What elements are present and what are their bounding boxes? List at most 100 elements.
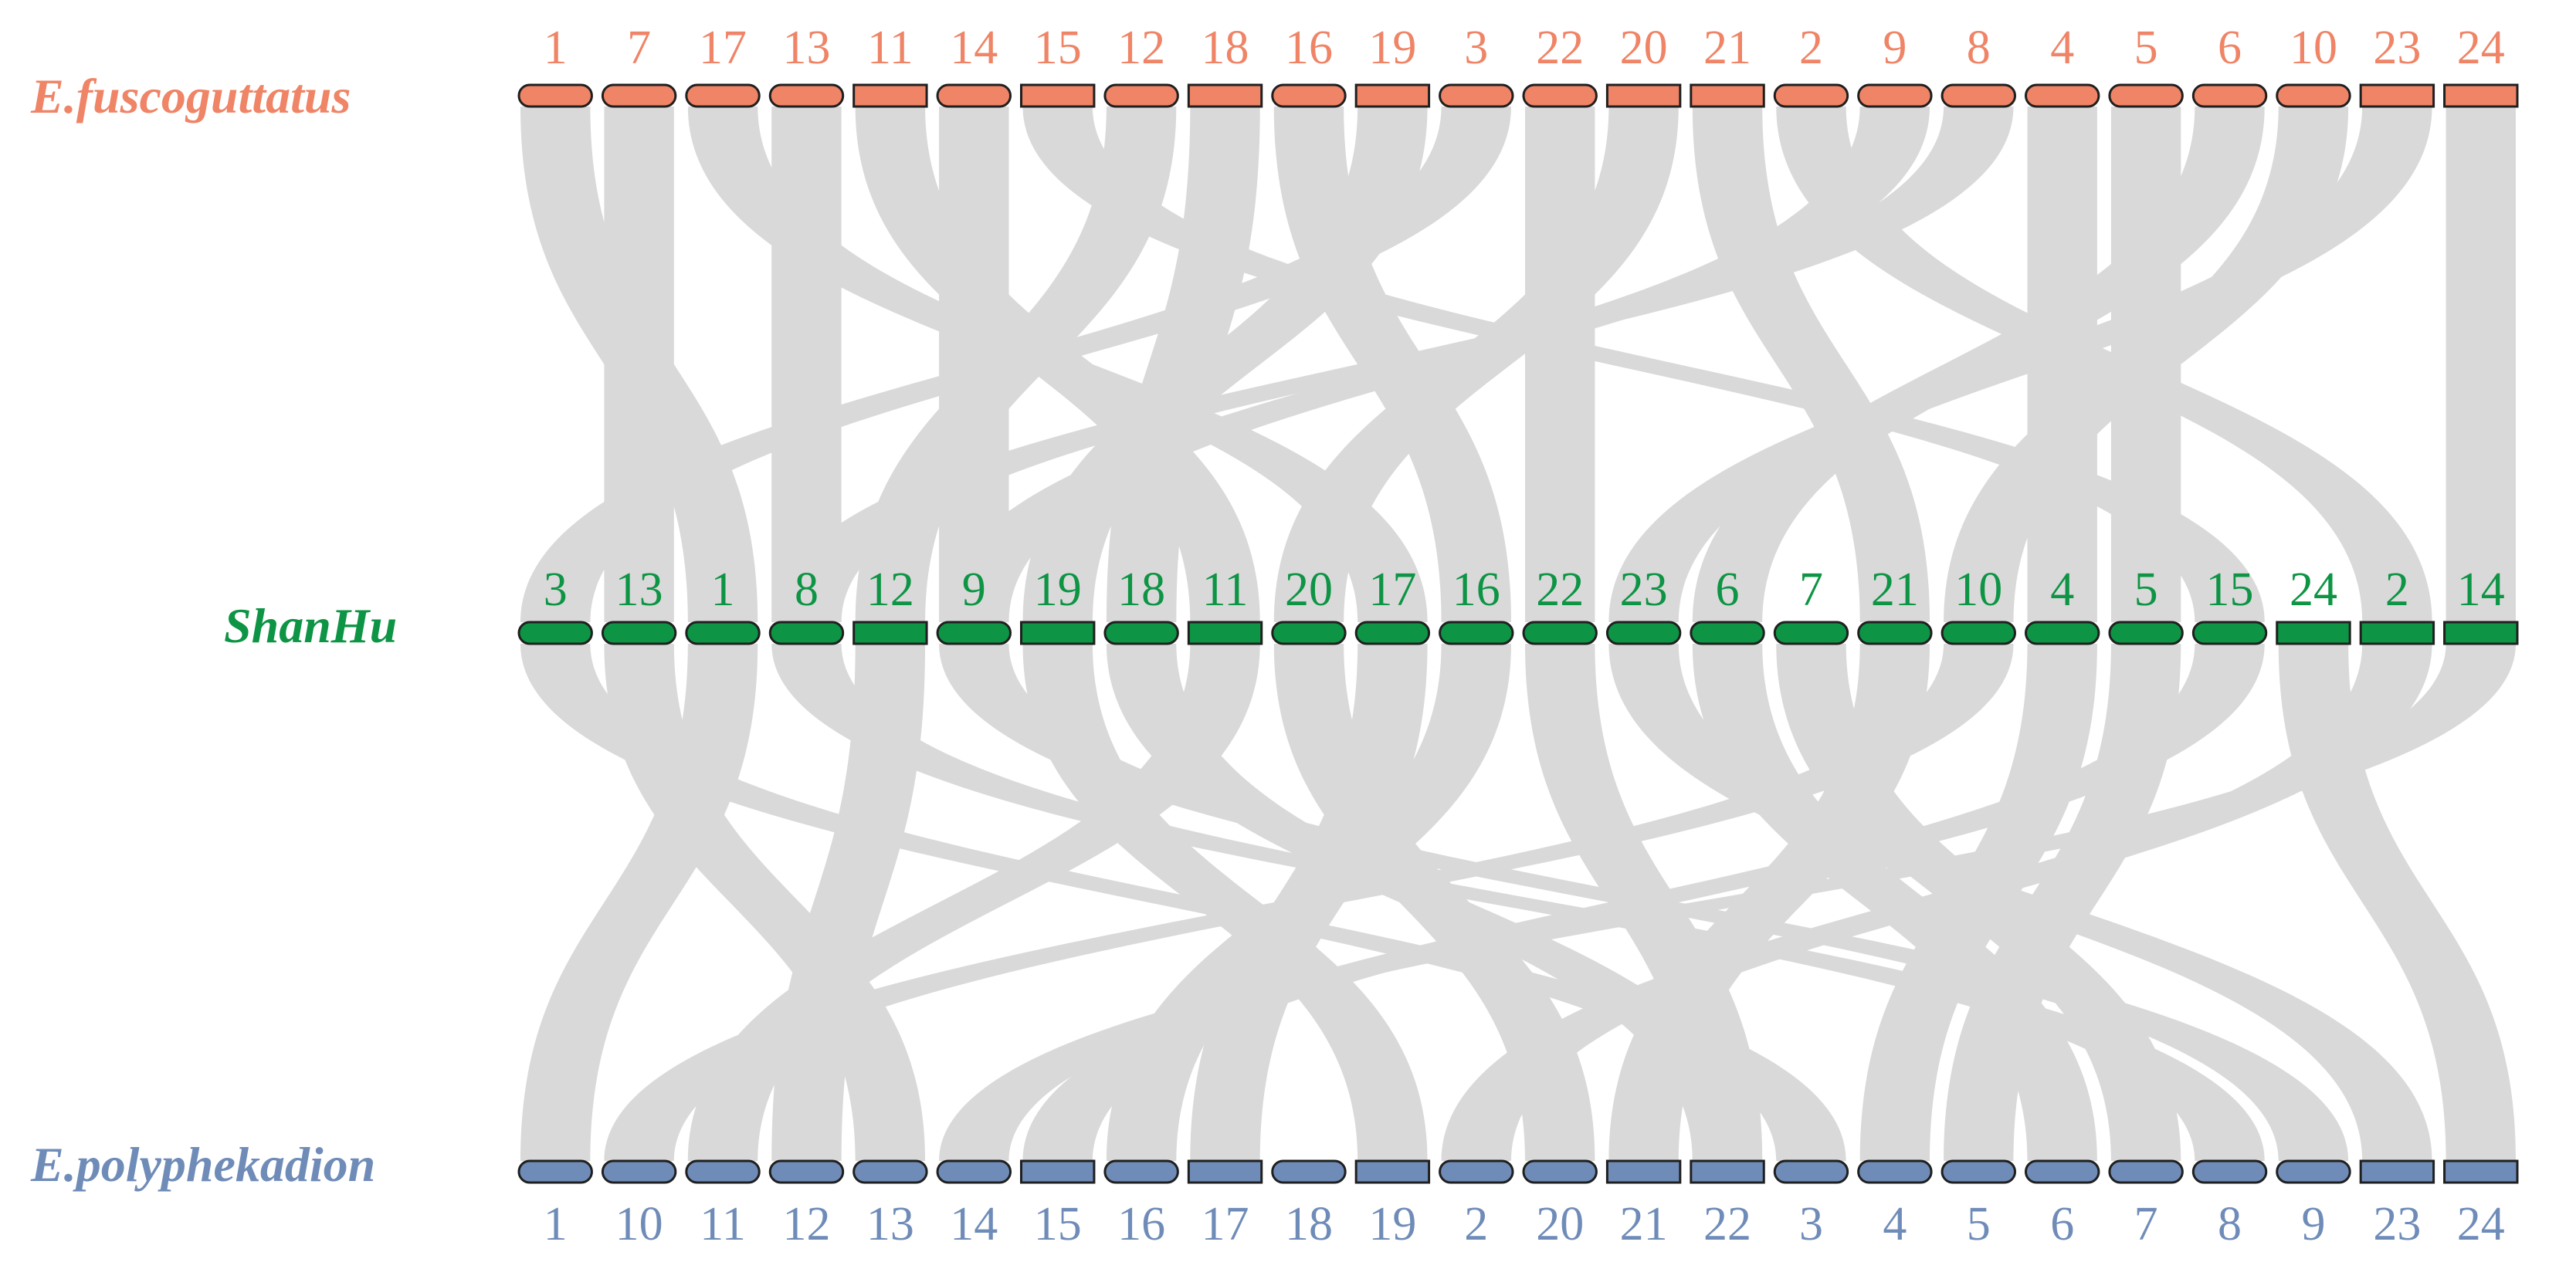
chromosome-bar	[768, 1159, 845, 1184]
chromosome-bar	[936, 1159, 1012, 1184]
chromosome-bar	[1271, 83, 1347, 108]
synteny-ribbon	[1944, 107, 2349, 622]
synteny-ribbon	[1859, 644, 2097, 1161]
chromosome-label: 2	[1464, 1198, 1488, 1250]
chromosome-label: 21	[1620, 1198, 1668, 1250]
chromosome-label: 13	[615, 563, 663, 616]
chromosome-bar	[1773, 621, 1849, 645]
chromosome-label: 11	[1202, 563, 1249, 616]
chromosome-bar	[1522, 1159, 1598, 1184]
chromosome-tracks	[517, 83, 2519, 1184]
chromosome-label: 14	[2457, 563, 2505, 616]
chromosome-bar	[685, 621, 761, 645]
chromosome-label: 5	[2134, 22, 2158, 74]
chromosome-label: 19	[1368, 1198, 1416, 1250]
chromosome-bar	[2443, 621, 2519, 645]
chromosome-label: 4	[2050, 563, 2074, 616]
chromosome-bar	[1187, 83, 1263, 108]
chromosome-bar	[1020, 1159, 1096, 1184]
chromosome-bar	[1773, 83, 1849, 108]
chromosome-bar	[517, 1159, 593, 1184]
chromosome-bar	[768, 621, 845, 645]
chromosome-bar	[1605, 621, 1682, 645]
chromosome-bar	[852, 1159, 928, 1184]
chromosome-bar	[2443, 1159, 2519, 1184]
synteny-ribbon	[1441, 644, 2432, 1161]
chromosome-label: 14	[950, 1198, 998, 1250]
chromosome-label: 16	[1285, 22, 1333, 74]
chromosome-bar	[2025, 1159, 2100, 1184]
chromosome-bar	[2025, 621, 2100, 645]
synteny-ribbon	[939, 644, 2516, 1161]
chromosome-label: 4	[1883, 1198, 1907, 1250]
synteny-ribbon	[520, 107, 1511, 622]
genome-name-shanhu: ShanHu	[224, 598, 397, 653]
chromosome-bar	[1940, 621, 2016, 645]
chromosome-label: 3	[544, 563, 568, 616]
chromosome-bar	[601, 83, 677, 108]
synteny-ribbon	[520, 644, 758, 1161]
chromosome-bar	[768, 83, 845, 108]
synteny-ribbon	[1692, 107, 2265, 622]
chromosome-label: 3	[1464, 22, 1488, 74]
chromosome-label: 9	[2301, 1198, 2325, 1250]
chromosome-label: 7	[1799, 563, 1823, 616]
chromosome-label: 16	[1452, 563, 1500, 616]
chromosome-bar	[1271, 1159, 1347, 1184]
chromosome-bar	[1020, 621, 1096, 645]
chromosome-label: 20	[1620, 22, 1668, 74]
synteny-ribbon	[771, 644, 2265, 1161]
chromosome-bar	[936, 621, 1012, 645]
synteny-ribbon	[520, 644, 1846, 1161]
chromosome-label: 5	[2134, 563, 2158, 616]
chromosome-bar	[2191, 83, 2268, 108]
chromosome-label: 12	[866, 563, 914, 616]
chromosome-label: 1	[711, 563, 735, 616]
chromosome-label: 7	[627, 22, 651, 74]
chromosome-label: 16	[1117, 1198, 1165, 1250]
chromosome-label: 24	[2457, 22, 2505, 74]
chromosome-label: 18	[1202, 22, 1249, 74]
chromosome-label: 23	[2373, 1198, 2421, 1250]
genome-name-fuscoguttatus: E.fuscoguttatus	[30, 69, 351, 124]
chromosome-label: 13	[866, 1198, 914, 1250]
chromosome-bar	[1103, 621, 1179, 645]
synteny-ribbon	[1273, 107, 1679, 622]
chromosome-label: 8	[1967, 22, 1991, 74]
chromosome-label: 23	[2373, 22, 2421, 74]
chromosome-label: 8	[2218, 1198, 2242, 1250]
chromosome-bar	[2025, 83, 2100, 108]
synteny-ribbon	[1776, 107, 2432, 622]
synteny-ribbon	[1022, 107, 2265, 622]
chromosome-label: 3	[1799, 1198, 1823, 1250]
synteny-ribbon	[1022, 107, 1428, 622]
chromosome-bar	[1690, 1159, 1765, 1184]
chromosome-label: 24	[2290, 563, 2337, 616]
chromosome-bar	[1103, 83, 1179, 108]
chromosome-bar	[685, 1159, 761, 1184]
chromosome-label: 9	[1883, 22, 1907, 74]
chromosome-bar	[1187, 621, 1263, 645]
chromosome-label: 10	[2290, 22, 2337, 74]
chromosome-bar	[1690, 621, 1765, 645]
chromosome-bar	[1354, 621, 1431, 645]
chromosome-label: 6	[1716, 563, 1740, 616]
chromosome-label: 24	[2457, 1198, 2505, 1250]
chromosome-bar	[1187, 1159, 1263, 1184]
chromosome-bar	[2276, 621, 2351, 645]
chromosome-bar	[1857, 621, 1933, 645]
chromosome-label: 10	[1954, 563, 2002, 616]
chromosome-label: 22	[1536, 563, 1584, 616]
chromosome-bar	[1940, 1159, 2016, 1184]
chromosome-label: 6	[2050, 1198, 2074, 1250]
chromosome-labels: 1 7 17 13 11 14 15 12 18 16 19 3 22 20 21 2 9 8 4 5 6 10 23 243…	[544, 22, 2505, 1250]
chromosome-label: 18	[1117, 563, 1165, 616]
chromosome-bar	[1354, 83, 1431, 108]
synteny-ribbon	[1022, 644, 2265, 1161]
chromosome-label: 19	[1034, 563, 1082, 616]
synteny-ribbon	[771, 107, 842, 622]
chromosome-bar	[2276, 83, 2351, 108]
chromosome-label: 12	[1117, 22, 1165, 74]
chromosome-label: 4	[2050, 22, 2074, 74]
